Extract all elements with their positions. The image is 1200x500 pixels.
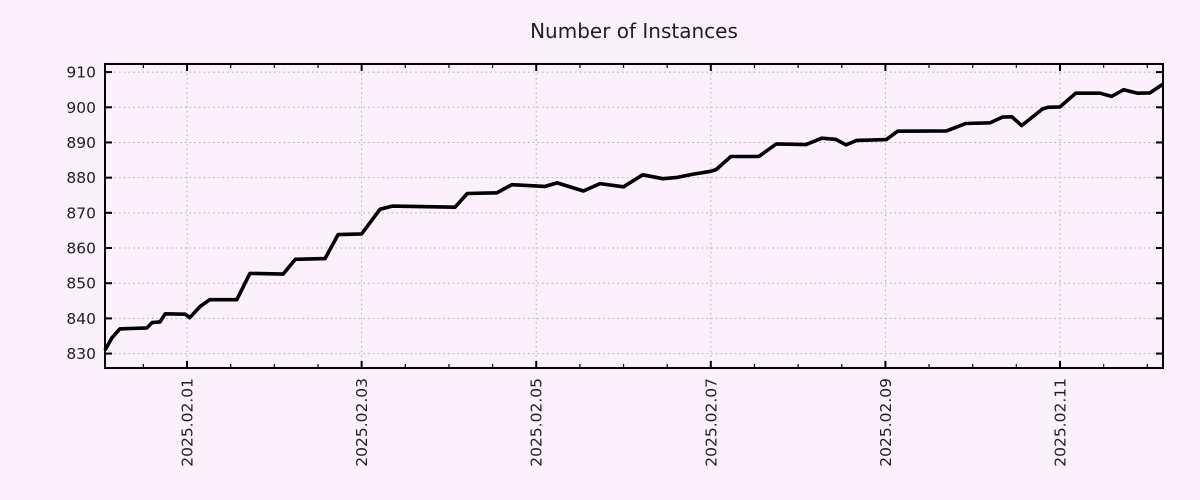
y-tick-label: 840: [66, 310, 96, 328]
y-tick-label: 830: [66, 345, 96, 363]
grid-layer: [105, 64, 1163, 368]
y-tick-label: 890: [66, 134, 96, 152]
x-tick-label: 2025.02.09: [877, 378, 895, 467]
y-tick-label: 850: [66, 275, 96, 293]
chart-title: Number of Instances: [530, 19, 738, 43]
x-tick-label: 2025.02.05: [528, 378, 546, 467]
x-tick-label: 2025.02.07: [702, 378, 720, 467]
x-tick-label: 2025.02.01: [179, 378, 197, 467]
y-tick-label: 860: [66, 240, 96, 258]
x-tick-label: 2025.02.03: [353, 378, 371, 467]
series-layer: [103, 82, 1165, 351]
axis-layer: [104, 63, 1164, 369]
y-tick-label: 880: [66, 169, 96, 187]
label-layer: 830 840 850 860 870 880 890 900 910 2025.02.01 202…: [66, 64, 1069, 467]
y-tick-label: 900: [66, 99, 96, 117]
y-tick-label: 910: [66, 64, 96, 82]
series-line-instances: [103, 82, 1165, 351]
y-tick-label: 870: [66, 204, 96, 222]
plot-border: [104, 63, 1164, 369]
x-tick-label: 2025.02.11: [1051, 378, 1069, 467]
